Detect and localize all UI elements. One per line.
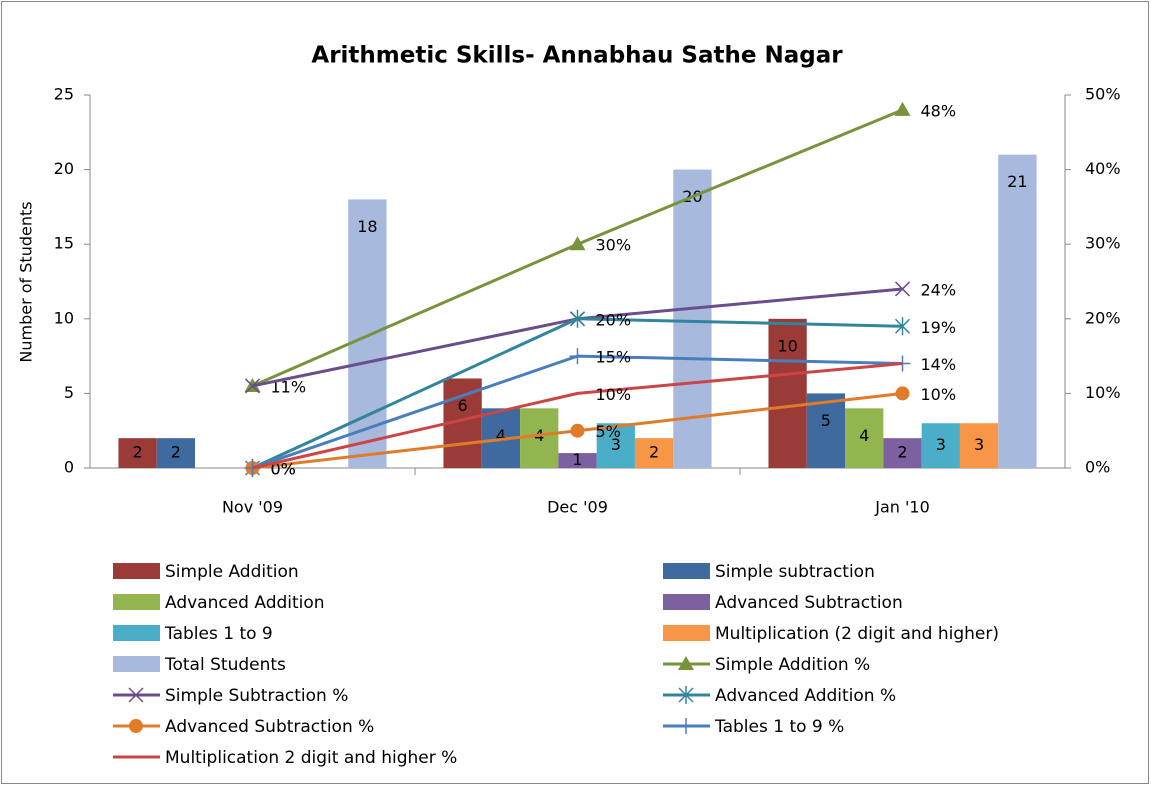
y2-tick-label: 40% <box>1085 159 1121 178</box>
y2-tick-label: 50% <box>1085 85 1121 104</box>
line-marker <box>569 309 586 328</box>
legend-marker <box>129 719 143 733</box>
bar <box>558 453 597 468</box>
line-value-label: 10% <box>596 385 632 404</box>
bar-value-label: 2 <box>133 443 143 462</box>
line-marker <box>570 423 585 438</box>
bar-value-label: 3 <box>611 435 621 454</box>
bar-value-label: 4 <box>496 426 506 445</box>
legend-label: Advanced Addition % <box>715 686 896 706</box>
bar <box>806 393 846 468</box>
line-value-label: 19% <box>921 318 957 337</box>
legend-marker <box>678 656 694 670</box>
line <box>252 362 903 470</box>
bar-value-label: 10 <box>777 336 797 355</box>
bar <box>883 438 922 468</box>
y-tick-label: 10 <box>54 308 74 327</box>
line-value-label: 0% <box>271 460 296 479</box>
bar-value-label: 4 <box>859 426 869 445</box>
bar-value-label: 21 <box>1007 172 1027 191</box>
bar <box>520 408 559 468</box>
legend-marker <box>678 718 694 734</box>
line-marker <box>894 101 911 116</box>
bar <box>118 438 157 468</box>
y2-tick-label: 30% <box>1085 234 1121 253</box>
line-value-label: 15% <box>596 348 632 367</box>
line-marker <box>894 317 911 336</box>
bar-value-label: 5 <box>821 411 831 430</box>
legend-label: Simple Subtraction % <box>165 686 348 706</box>
legend-swatch <box>663 594 710 610</box>
chart-title: Arithmetic Skills- Annabhau Sathe Nagar <box>311 43 843 69</box>
line-marker <box>895 386 910 401</box>
line-value-label: 24% <box>921 280 957 299</box>
legend-label: Tables 1 to 9 <box>164 624 273 644</box>
line-marker <box>569 236 586 251</box>
bar-value-label: 2 <box>171 443 181 462</box>
legend-swatch <box>663 625 710 641</box>
legend-swatch <box>113 594 160 610</box>
legend-label: Multiplication 2 digit and higher % <box>165 748 457 768</box>
y-tick-label: 5 <box>64 383 74 402</box>
bar <box>673 169 712 468</box>
line-value-label: 48% <box>921 101 957 120</box>
x-tick-label: Nov '09 <box>222 498 283 517</box>
legend-label: Advanced Addition <box>165 593 325 613</box>
bar-value-label: 3 <box>974 435 984 454</box>
legend-label: Simple Addition <box>165 562 299 582</box>
bar <box>768 318 807 468</box>
legend-label: Total Students <box>164 655 286 675</box>
y-tick-label: 25 <box>54 85 74 104</box>
line-value-label: 5% <box>596 422 621 441</box>
y2-tick-label: 10% <box>1085 383 1121 402</box>
line-value-label: 11% <box>271 377 307 396</box>
legend-label: Simple subtraction <box>715 562 875 582</box>
y-tick-label: 0 <box>64 458 74 477</box>
line-marker <box>244 378 261 394</box>
bar-value-label: 2 <box>649 443 659 462</box>
legend-swatch <box>113 625 160 641</box>
legend-label: Tables 1 to 9 % <box>714 717 844 737</box>
bar <box>998 154 1037 468</box>
y-tick-label: 20 <box>54 159 74 178</box>
bar <box>845 408 884 468</box>
bar <box>634 438 674 468</box>
x-tick-label: Dec '09 <box>547 498 608 517</box>
legend-label: Advanced Subtraction % <box>165 717 374 737</box>
legend-label: Advanced Subtraction <box>715 593 903 613</box>
x-tick-label: Jan '10 <box>874 498 930 517</box>
y2-tick-label: 0% <box>1085 458 1110 477</box>
bar-value-label: 1 <box>572 450 582 469</box>
line-value-label: 30% <box>596 236 632 255</box>
legend-swatch <box>113 563 160 579</box>
bar <box>156 438 196 468</box>
bar-value-label: 6 <box>458 396 468 415</box>
y2-tick-label: 20% <box>1085 308 1121 327</box>
line-value-label: 10% <box>921 385 957 404</box>
legend-label: Simple Addition % <box>715 655 870 675</box>
line-value-label: 20% <box>596 310 632 329</box>
bar <box>959 423 999 468</box>
legend-swatch <box>663 563 710 579</box>
legend-marker <box>678 686 694 704</box>
line-marker <box>894 281 911 297</box>
bar <box>921 423 960 468</box>
bar-value-label: 3 <box>936 435 946 454</box>
line-marker <box>569 348 586 365</box>
y-axis-label: Number of Students <box>17 201 36 362</box>
legend-marker <box>128 687 144 703</box>
bar <box>596 423 635 468</box>
bar-value-label: 2 <box>897 443 907 462</box>
bar-value-label: 18 <box>357 217 377 236</box>
legend-label: Multiplication (2 digit and higher) <box>715 624 999 644</box>
y-tick-label: 15 <box>54 234 74 253</box>
legend-swatch <box>113 656 160 672</box>
line-value-label: 14% <box>921 355 957 374</box>
